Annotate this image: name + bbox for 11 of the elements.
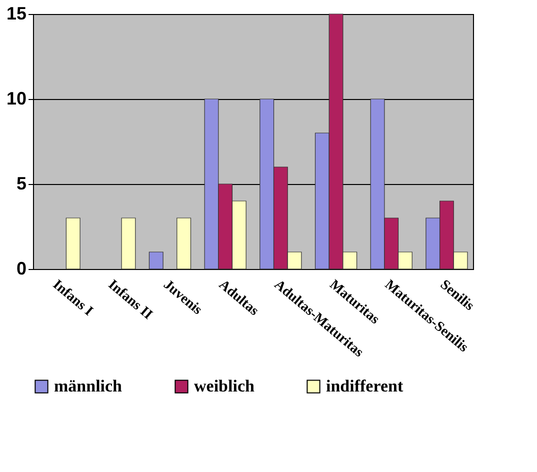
bar [148, 252, 164, 270]
bar [176, 218, 192, 270]
bar [66, 218, 80, 270]
y-tick-label: 5 [16, 174, 26, 194]
y-tick-label: 0 [16, 258, 26, 278]
legend-label: männlich [54, 376, 123, 396]
y-tick-label: 15 [6, 4, 26, 24]
legend-label: weiblich [194, 376, 255, 396]
bar [121, 218, 136, 270]
legend-label: indifferent [326, 376, 404, 396]
y-tick-label: 10 [6, 88, 26, 108]
